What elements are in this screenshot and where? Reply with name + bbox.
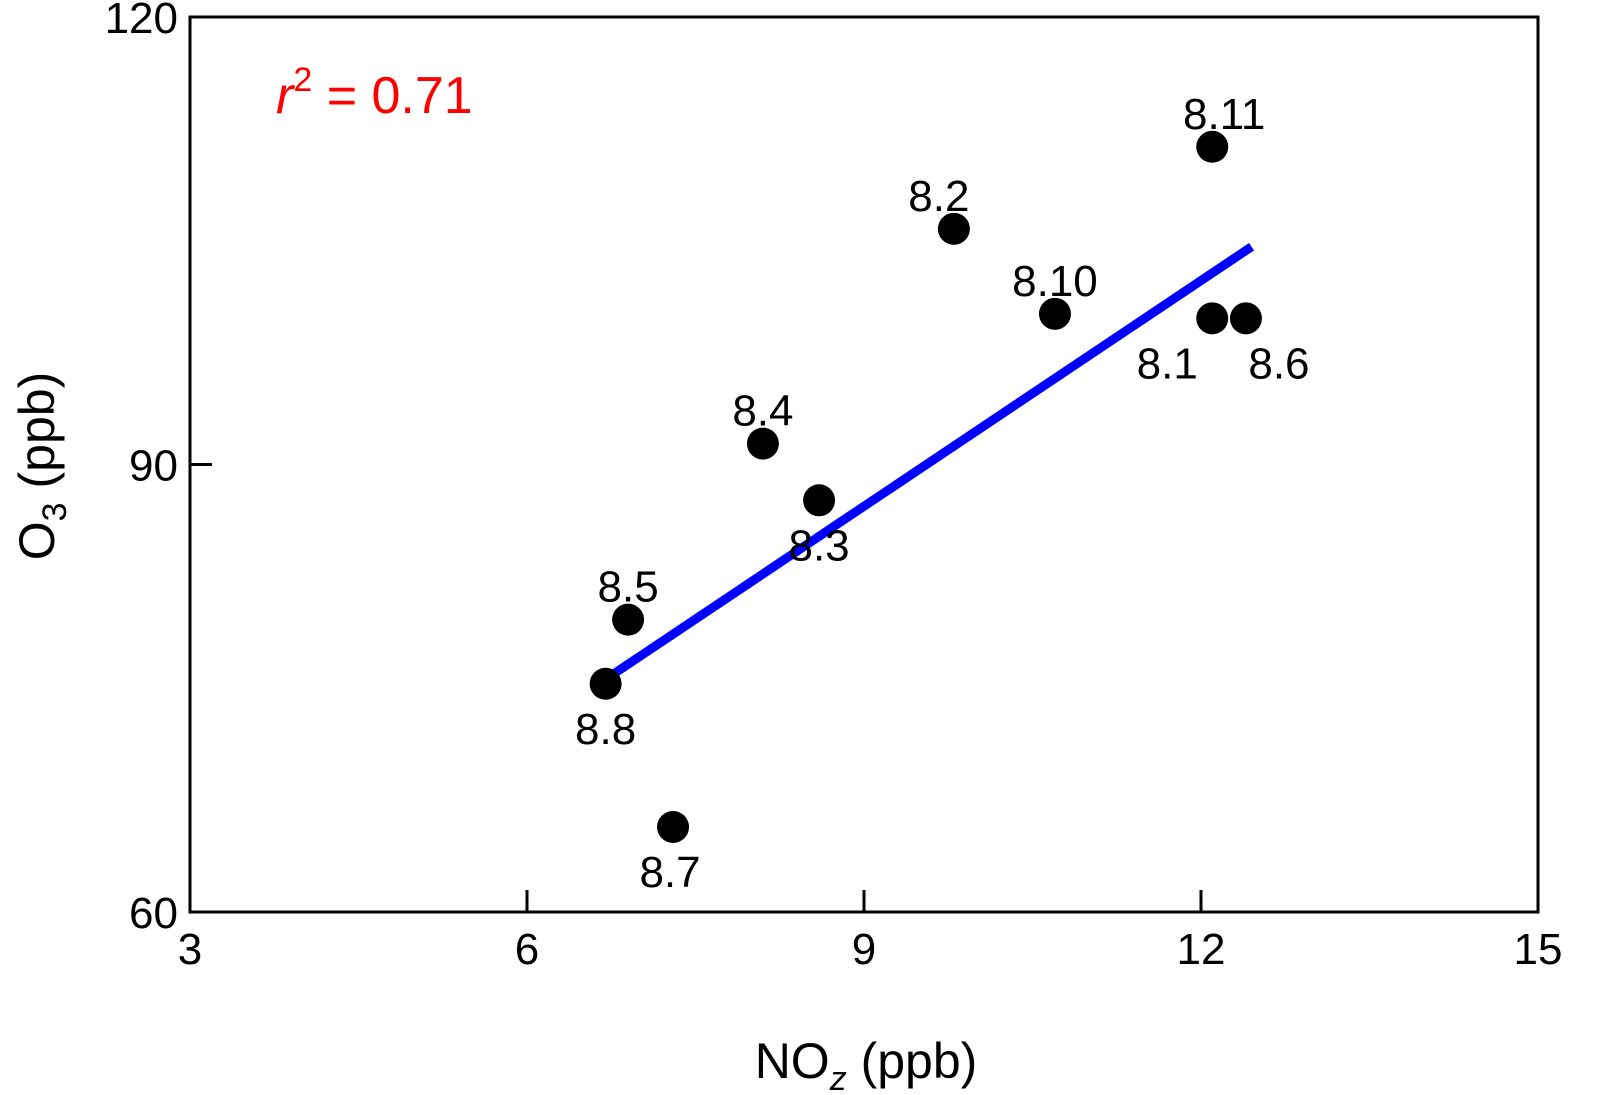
point-label: 8.11 [1183,90,1265,139]
x-tick-label: 6 [515,925,539,974]
x-tick-label: 9 [852,925,876,974]
data-point [1229,302,1262,335]
x-axis-title-main: NO [755,1033,830,1089]
r-squared-annotation: r2 = 0.71 [276,61,473,125]
data-point [1196,130,1229,163]
x-axis-title-unit: (ppb) [847,1033,978,1089]
fit-line-group [603,242,1255,684]
r-squared-value: = 0.71 [312,67,472,125]
point-label: 8.1 [1137,339,1198,388]
fit-line [603,242,1255,684]
point-label: 8.2 [908,172,969,221]
x-tick-label: 3 [178,925,202,974]
point-label: 8.4 [732,387,793,436]
r-squared-var: r [276,67,296,125]
data-point [657,810,690,843]
data-point [1038,297,1071,330]
plot-area-frame [188,15,1540,914]
y-axis-title-main: O [9,521,65,560]
data-point [589,667,622,700]
point-label: 8.5 [598,563,659,612]
axis-ticks: 3 6 9 12 15 60 90 120 [105,0,1563,974]
point-labels: 8.1 8.2 8.3 8.4 8.5 8.6 8.7 8.8 8.10 8.11 [575,90,1309,897]
x-tick-label: 12 [1177,925,1226,974]
y-tick-label: 90 [129,442,178,491]
x-axis-title: NOz (ppb) [755,1033,978,1095]
r-squared-sup: 2 [293,61,312,99]
x-tick-label: 15 [1514,925,1563,974]
y-tick-label: 120 [105,0,178,43]
y-tick-label: 60 [129,889,178,938]
data-point [803,484,836,517]
point-label: 8.3 [788,521,849,570]
data-point [1196,302,1229,335]
point-label: 8.8 [575,705,636,754]
data-point [937,212,970,245]
point-label: 8.7 [639,848,700,897]
y-axis-title: O3 (ppb) [9,372,74,560]
y-axis-title-unit: (ppb) [9,372,65,503]
x-axis-title-sub: z [829,1060,847,1095]
point-label: 8.10 [1012,257,1098,306]
data-point [746,427,779,460]
y-axis-title-sub: 3 [36,502,74,521]
point-label: 8.6 [1248,339,1309,388]
data-points [589,130,1262,843]
data-point [612,603,645,636]
